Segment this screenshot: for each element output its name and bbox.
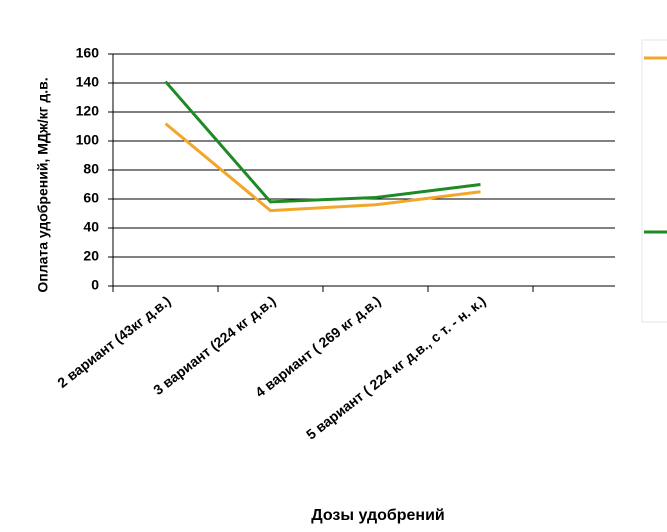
x-tick-label: 2 вариант (43кг д.в.) [54, 293, 173, 391]
y-tick-label: 120 [76, 103, 100, 119]
y-tick-label: 40 [83, 219, 99, 235]
y-tick-label: 80 [83, 161, 99, 177]
y-tick-label: 0 [91, 277, 99, 293]
y-tick-label: 140 [76, 74, 100, 90]
x-tick-label: 5 вариант ( 224 кг д.в., с т. - н. к.) [303, 293, 489, 443]
y-axis-title: Оплата удобрений, МДж/кг д.в. [35, 77, 51, 292]
y-tick-label: 100 [76, 132, 100, 148]
y-tick-label: 20 [83, 248, 99, 264]
x-axis-title: Дозы удобрений [311, 507, 445, 524]
y-tick-label: 60 [83, 190, 99, 206]
legend-box [641, 39, 667, 323]
series-line [164, 122, 481, 213]
y-tick-label: 160 [76, 45, 100, 61]
series-line [164, 80, 481, 204]
